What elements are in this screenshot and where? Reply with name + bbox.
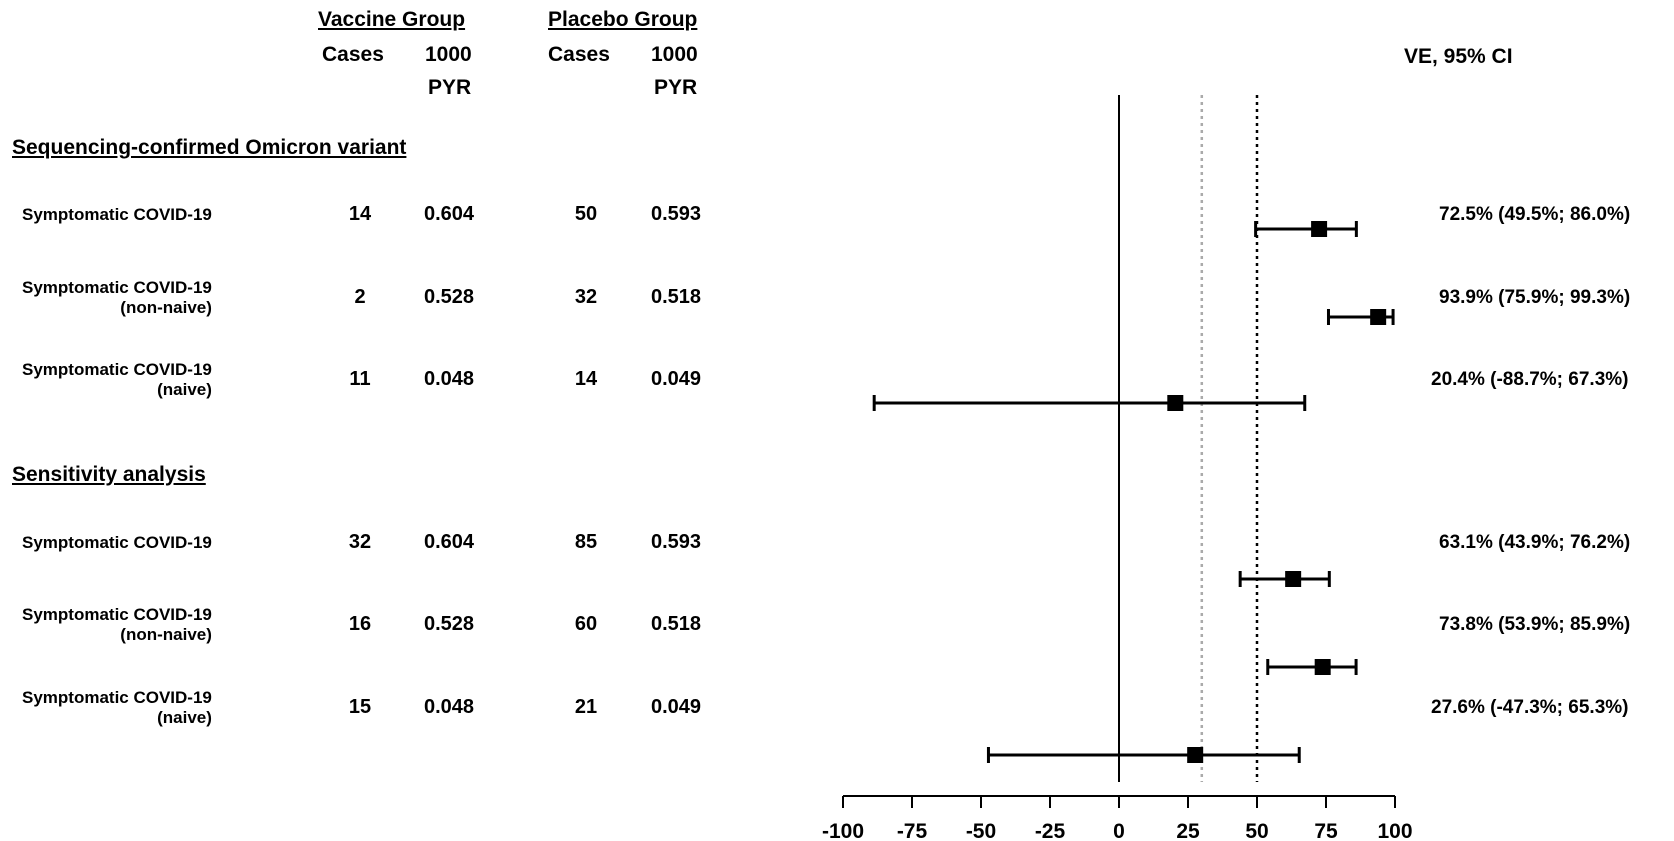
x-axis-tick-label: 25 — [1176, 820, 1200, 841]
vaccine-pyr-cell: 0.048 — [423, 696, 475, 718]
vaccine-pyr-cell: 0.604 — [423, 203, 475, 225]
placebo-pyr-cell: 0.518 — [650, 613, 702, 635]
placebo-pyr-cell: 0.593 — [650, 203, 702, 225]
placebo-cases-cell: 50 — [574, 203, 598, 225]
ve-point — [1167, 395, 1184, 411]
vaccine-pyr-header-line1: 1000 — [425, 43, 472, 66]
vaccine-cases-cell: 32 — [348, 531, 372, 553]
ve-ci-text: 72.5% (49.5%; 86.0%) — [1439, 204, 1631, 225]
placebo-cases-cell: 21 — [574, 696, 598, 718]
ve-point — [1285, 571, 1302, 587]
x-axis-tick-label: 0 — [1113, 820, 1125, 841]
placebo-pyr-cell: 0.518 — [650, 286, 702, 308]
placebo-cases-cell: 32 — [574, 286, 598, 308]
row-label-main: Symptomatic COVID-19 — [22, 360, 212, 379]
placebo-cases-header: Cases — [548, 43, 610, 66]
row-label-main: Symptomatic COVID-19 — [22, 533, 212, 552]
x-axis-tick-label: 75 — [1314, 820, 1338, 841]
vaccine-pyr-cell: 0.528 — [423, 286, 475, 308]
x-axis-tick-label: -100 — [822, 820, 864, 841]
placebo-group-header: Placebo Group — [548, 8, 698, 31]
placebo-cases-cell: 14 — [574, 368, 598, 390]
row-label: Symptomatic COVID-19 — [22, 533, 212, 553]
x-axis-tick-label: -50 — [966, 820, 996, 841]
vaccine-group-header: Vaccine Group — [318, 8, 466, 31]
placebo-pyr-cell: 0.593 — [650, 531, 702, 553]
ve-point — [1314, 659, 1331, 675]
placebo-pyr-header-line2: PYR — [654, 76, 698, 99]
ve-ci-text: 93.9% (75.9%; 99.3%) — [1439, 287, 1631, 308]
row-label: Symptomatic COVID-19 (non-naive) — [22, 605, 212, 645]
section-title-sensitivity: Sensitivity analysis — [12, 463, 206, 486]
row-label-sub: (naive) — [157, 380, 212, 399]
ve-ci-text: 63.1% (43.9%; 76.2%) — [1439, 532, 1631, 553]
vaccine-pyr-cell: 0.048 — [423, 368, 475, 390]
row-label-sub: (non-naive) — [120, 625, 212, 644]
x-axis-tick-label: 100 — [1377, 820, 1412, 841]
row-label: Symptomatic COVID-19 (naive) — [22, 688, 212, 728]
ve-point — [1187, 747, 1204, 763]
placebo-pyr-cell: 0.049 — [650, 696, 702, 718]
row-label: Symptomatic COVID-19 — [22, 205, 212, 225]
row-label: Symptomatic COVID-19 (non-naive) — [22, 278, 212, 318]
row-label-main: Symptomatic COVID-19 — [22, 205, 212, 224]
vaccine-pyr-cell: 0.604 — [423, 531, 475, 553]
ve-point — [1311, 221, 1328, 237]
vaccine-cases-cell: 15 — [348, 696, 372, 718]
ve-ci-text: 20.4% (-88.7%; 67.3%) — [1431, 369, 1629, 390]
ve-ci-text: 73.8% (53.9%; 85.9%) — [1439, 614, 1631, 635]
row-label-sub: (non-naive) — [120, 298, 212, 317]
placebo-pyr-cell: 0.049 — [650, 368, 702, 390]
ve-point — [1370, 309, 1387, 325]
x-axis-tick-label: 50 — [1245, 820, 1268, 841]
placebo-cases-cell: 85 — [574, 531, 598, 553]
vaccine-pyr-header-line2: PYR — [428, 76, 472, 99]
row-label-main: Symptomatic COVID-19 — [22, 688, 212, 707]
placebo-cases-cell: 60 — [574, 613, 598, 635]
x-axis-tick-label: -75 — [897, 820, 928, 841]
vaccine-cases-cell: 14 — [348, 203, 372, 225]
ve-ci-header: VE, 95% CI — [1404, 45, 1513, 68]
row-label-main: Symptomatic COVID-19 — [22, 278, 212, 297]
vaccine-pyr-cell: 0.528 — [423, 613, 475, 635]
vaccine-cases-cell: 11 — [349, 368, 371, 390]
vaccine-cases-cell: 16 — [348, 613, 372, 635]
placebo-pyr-header-line1: 1000 — [651, 43, 698, 66]
row-label-sub: (naive) — [157, 708, 212, 727]
row-label-main: Symptomatic COVID-19 — [22, 605, 212, 624]
x-axis-tick-label: -25 — [1035, 820, 1066, 841]
row-label: Symptomatic COVID-19 (naive) — [22, 360, 212, 400]
vaccine-cases-header: Cases — [322, 43, 384, 66]
section-title-omicron: Sequencing-confirmed Omicron variant — [12, 136, 407, 159]
ve-ci-text: 27.6% (-47.3%; 65.3%) — [1431, 697, 1629, 718]
vaccine-cases-cell: 2 — [354, 286, 366, 308]
